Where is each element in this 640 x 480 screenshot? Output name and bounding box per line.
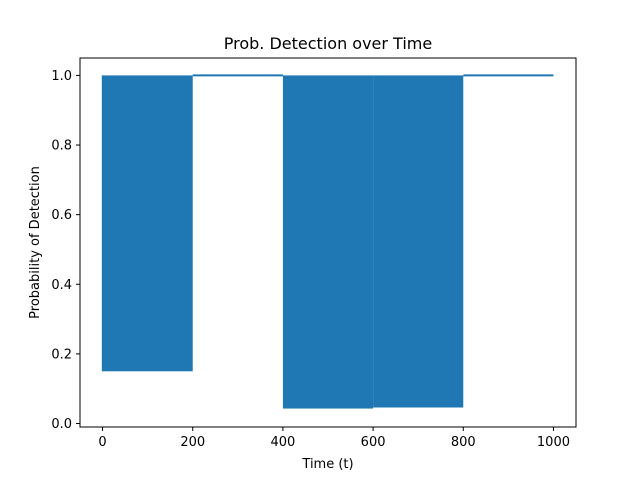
x-tick-label: 600 xyxy=(361,435,386,450)
y-axis: 0.0 0.2 0.4 0.6 0.8 1.0 xyxy=(51,69,80,432)
x-tick-label: 1000 xyxy=(537,435,570,450)
y-tick-label: 0.2 xyxy=(51,347,72,362)
x-axis: 0 200 400 600 800 1000 xyxy=(98,427,570,450)
x-tick-label: 800 xyxy=(451,435,476,450)
y-tick-label: 0.6 xyxy=(51,208,72,223)
y-tick-label: 0.4 xyxy=(51,278,72,293)
y-tick-label: 0.0 xyxy=(51,417,72,432)
series-band-2 xyxy=(282,75,374,409)
plot-area xyxy=(79,57,577,428)
series-band-0 xyxy=(102,75,193,372)
y-axis-label: Probability of Detection xyxy=(28,166,43,319)
series-band-3 xyxy=(373,75,464,408)
y-tick-label: 0.8 xyxy=(51,139,72,154)
y-tick-label: 1.0 xyxy=(51,69,72,84)
x-tick-label: 400 xyxy=(270,435,295,450)
x-tick-label: 200 xyxy=(180,435,205,450)
x-tick-label: 0 xyxy=(98,435,106,450)
plot-frame xyxy=(79,57,577,428)
x-axis-label: Time (t) xyxy=(301,457,353,472)
chart-title: Prob. Detection over Time xyxy=(224,34,432,53)
